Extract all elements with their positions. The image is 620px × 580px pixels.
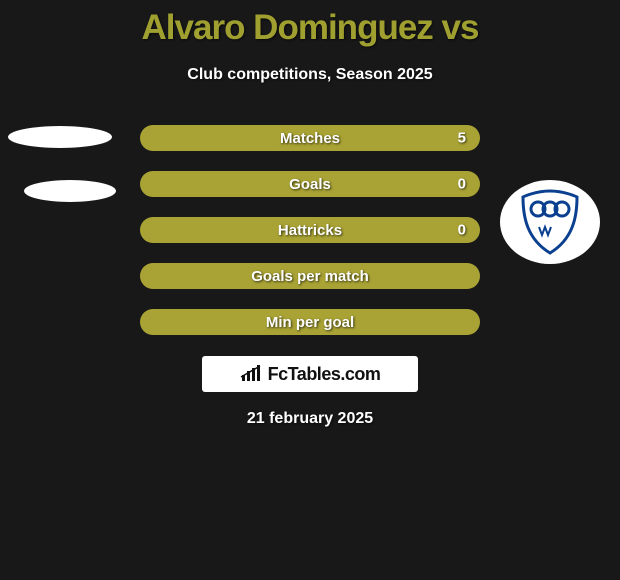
stat-right-value: 0 [458, 222, 466, 239]
placeholder-ellipse-2 [24, 180, 116, 202]
stat-label: Goals per match [251, 268, 369, 285]
stat-label: Goals [289, 176, 331, 193]
page-subtitle: Club competitions, Season 2025 [0, 66, 620, 84]
stat-row: Goals per match [140, 263, 480, 289]
stat-label: Hattricks [278, 222, 342, 239]
stat-row: Matches 5 [140, 125, 480, 151]
brand-label: FcTables.com [268, 364, 381, 385]
team-badge [500, 180, 600, 264]
stat-row: Hattricks 0 [140, 217, 480, 243]
stat-row: Goals 0 [140, 171, 480, 197]
stats-container: Matches 5 Goals 0 Hattricks 0 Goals per … [140, 125, 480, 355]
stat-right-value: 0 [458, 176, 466, 193]
shield-icon [515, 187, 585, 257]
placeholder-ellipse-1 [8, 126, 112, 148]
stat-label: Matches [280, 130, 340, 147]
stat-right-value: 5 [458, 130, 466, 147]
brand-box: FcTables.com [202, 356, 418, 392]
page-title: Alvaro Dominguez vs [0, 0, 620, 48]
bar-chart-icon [240, 365, 262, 383]
stat-row: Min per goal [140, 309, 480, 335]
stat-label: Min per goal [266, 314, 354, 331]
date-label: 21 february 2025 [0, 410, 620, 428]
